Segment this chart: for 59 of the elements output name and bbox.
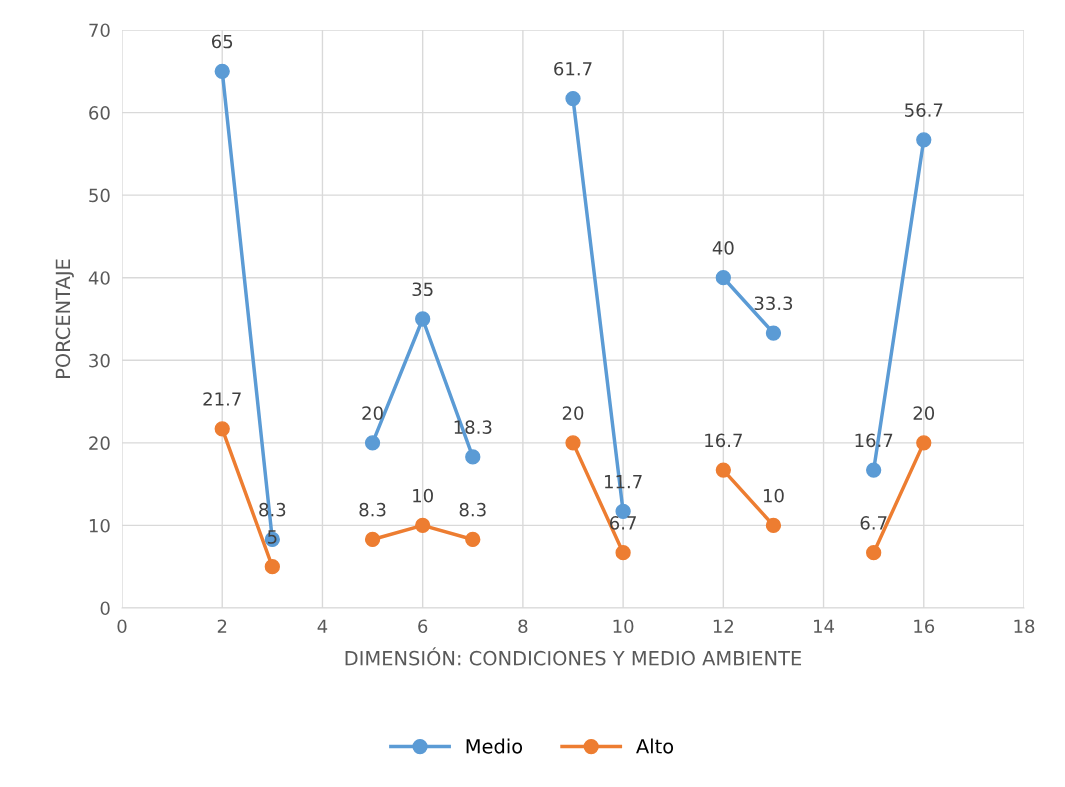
data-label: 8.3 bbox=[459, 502, 486, 517]
x-tick-label: 10 bbox=[613, 619, 634, 634]
x-tick-label: 0 bbox=[117, 619, 127, 634]
data-label: 20 bbox=[913, 406, 935, 420]
y-tick-label: 20 bbox=[89, 436, 110, 450]
data-label: 21.7 bbox=[203, 392, 241, 406]
point bbox=[264, 559, 280, 575]
point bbox=[715, 462, 731, 478]
point bbox=[465, 531, 481, 548]
data-label: 40 bbox=[712, 241, 734, 255]
point bbox=[765, 325, 782, 341]
x-axis-title: DIMENSIÓN: CONDICIONES Y MEDIO AMBIENTE bbox=[345, 647, 802, 666]
x-tick-label: 14 bbox=[814, 619, 835, 633]
point bbox=[364, 435, 381, 451]
y-axis-title: PORCENTAJE bbox=[55, 259, 74, 378]
y-tick-label: 10 bbox=[89, 518, 110, 533]
y-tick-label: 30 bbox=[89, 353, 110, 368]
point bbox=[615, 545, 631, 561]
point bbox=[565, 435, 581, 451]
x-tick-label: 12 bbox=[713, 619, 734, 633]
point bbox=[415, 517, 431, 534]
point bbox=[214, 421, 230, 437]
data-label: 10 bbox=[413, 488, 433, 503]
point bbox=[866, 462, 882, 478]
data-label: 16.7 bbox=[705, 433, 742, 448]
legend-label: Medio bbox=[466, 738, 523, 754]
data-label: 8.3 bbox=[359, 502, 386, 517]
y-tick-label: 70 bbox=[89, 23, 110, 38]
y-tick-label: 50 bbox=[89, 188, 110, 203]
data-label: 6.7 bbox=[610, 516, 636, 530]
point bbox=[866, 545, 882, 561]
data-label: 35 bbox=[412, 282, 433, 297]
x-tick-label: 6 bbox=[418, 619, 428, 634]
x-tick-label: 18 bbox=[1014, 619, 1035, 634]
data-label: 56.7 bbox=[905, 103, 943, 117]
point bbox=[465, 449, 481, 465]
point bbox=[715, 270, 731, 286]
point bbox=[916, 435, 932, 451]
y-tick-label: 0 bbox=[100, 601, 110, 616]
point bbox=[765, 517, 782, 534]
data-label: 5 bbox=[267, 530, 277, 544]
data-label: 10 bbox=[763, 488, 784, 503]
x-tick-label: 2 bbox=[217, 619, 227, 633]
x-tick-label: 8 bbox=[518, 619, 528, 634]
data-label: 20 bbox=[362, 406, 383, 420]
data-label: 33.3 bbox=[754, 296, 793, 311]
point bbox=[565, 90, 581, 107]
x-tick-label: 16 bbox=[914, 619, 935, 634]
point bbox=[214, 63, 230, 79]
data-label: 61.7 bbox=[554, 61, 592, 76]
x-tick-label: 4 bbox=[317, 619, 328, 633]
legend-label: Alto bbox=[636, 738, 674, 754]
point bbox=[364, 531, 381, 548]
point bbox=[916, 132, 932, 148]
y-tick-label: 40 bbox=[88, 271, 110, 285]
point bbox=[415, 311, 431, 327]
data-label: 65 bbox=[212, 34, 233, 49]
y-tick-label: 60 bbox=[89, 106, 110, 120]
data-label: 20 bbox=[562, 406, 584, 420]
